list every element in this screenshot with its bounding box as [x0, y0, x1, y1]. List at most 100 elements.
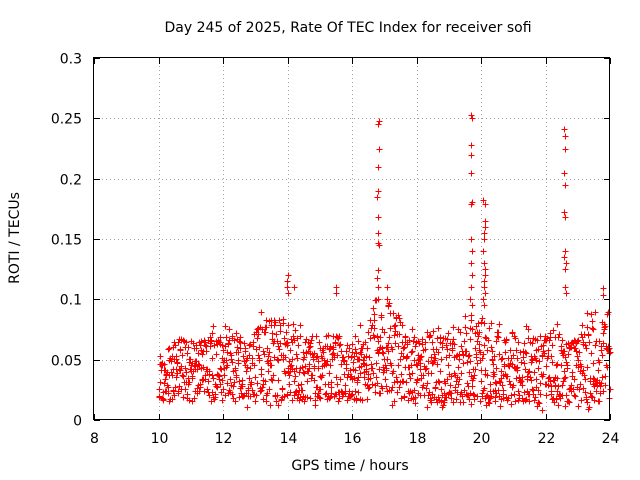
data-point: [412, 394, 419, 401]
data-point: [317, 386, 324, 393]
data-point: [577, 381, 584, 388]
data-point: [275, 357, 282, 364]
data-point: [185, 344, 192, 351]
data-point: [272, 319, 279, 326]
data-point: [562, 284, 569, 291]
data-point: [232, 365, 239, 372]
data-point: [546, 374, 553, 381]
data-point: [540, 342, 547, 349]
data-point: [562, 248, 569, 255]
data-point: [156, 386, 163, 393]
data-point: [353, 395, 360, 402]
data-point: [533, 357, 540, 364]
data-point: [602, 323, 609, 330]
data-point: [463, 330, 470, 337]
data-point: [327, 362, 334, 369]
data-point: [438, 386, 445, 393]
data-point: [485, 337, 492, 344]
data-point: [469, 272, 476, 279]
data-point: [482, 224, 489, 231]
data-point: [592, 309, 599, 316]
data-point: [379, 349, 386, 356]
data-point: [422, 339, 429, 346]
data-point: [373, 374, 380, 381]
data-point: [391, 379, 398, 386]
data-point: [456, 376, 463, 383]
data-point: [507, 347, 514, 354]
data-point: [367, 375, 374, 382]
data-point: [172, 342, 179, 349]
data-point: [260, 348, 267, 355]
data-point: [494, 333, 501, 340]
data-point: [466, 369, 473, 376]
data-point: [210, 375, 217, 382]
data-point: [267, 357, 274, 364]
data-point: [312, 402, 319, 409]
data-point: [588, 350, 595, 357]
data-point: [363, 353, 370, 360]
data-point: [274, 356, 281, 363]
data-point: [535, 346, 542, 353]
data-point: [379, 385, 386, 392]
data-point: [547, 330, 554, 337]
data-point: [171, 392, 178, 399]
data-point: [423, 385, 430, 392]
data-point: [592, 342, 599, 349]
data-point: [523, 350, 530, 357]
data-point: [311, 350, 318, 357]
data-point: [173, 356, 180, 363]
data-point: [375, 214, 382, 221]
data-point: [469, 248, 476, 255]
data-point: [468, 284, 475, 291]
data-point: [518, 359, 525, 366]
data-point: [178, 363, 185, 370]
data-point: [381, 329, 388, 336]
data-point: [481, 284, 488, 291]
data-point: [352, 346, 359, 353]
data-point: [399, 322, 406, 329]
data-point: [299, 387, 306, 394]
data-point: [275, 402, 282, 409]
data-point: [526, 398, 533, 405]
data-point: [364, 345, 371, 352]
data-point: [444, 376, 451, 383]
data-point: [165, 390, 172, 397]
data-point: [291, 284, 298, 291]
data-point: [346, 345, 353, 352]
data-point: [413, 361, 420, 368]
data-point: [357, 322, 364, 329]
data-point: [468, 152, 475, 159]
data-point: [375, 267, 382, 274]
data-point: [531, 369, 538, 376]
data-point: [255, 331, 262, 338]
data-point: [385, 302, 392, 309]
data-point: [236, 378, 243, 385]
data-point: [481, 302, 488, 309]
data-point: [273, 331, 280, 338]
x-tick-label-10: 10: [151, 431, 169, 447]
y-tick-label-4: 0.2: [60, 173, 82, 189]
data-point: [419, 336, 426, 343]
data-point: [467, 390, 474, 397]
data-point: [299, 364, 306, 371]
data-point: [424, 329, 431, 336]
data-point: [468, 401, 475, 408]
data-point: [365, 385, 372, 392]
data-point: [589, 318, 596, 325]
data-point: [582, 389, 589, 396]
data-point: [389, 384, 396, 391]
data-point: [374, 194, 381, 201]
data-point: [596, 398, 603, 405]
data-points: [156, 112, 614, 414]
data-point: [207, 334, 214, 341]
data-point: [213, 351, 220, 358]
data-point: [257, 388, 264, 395]
data-point: [377, 334, 384, 341]
data-point: [352, 388, 359, 395]
data-point: [597, 383, 604, 390]
data-point: [607, 349, 614, 356]
data-point: [397, 356, 404, 363]
data-point: [469, 302, 476, 309]
data-point: [349, 391, 356, 398]
